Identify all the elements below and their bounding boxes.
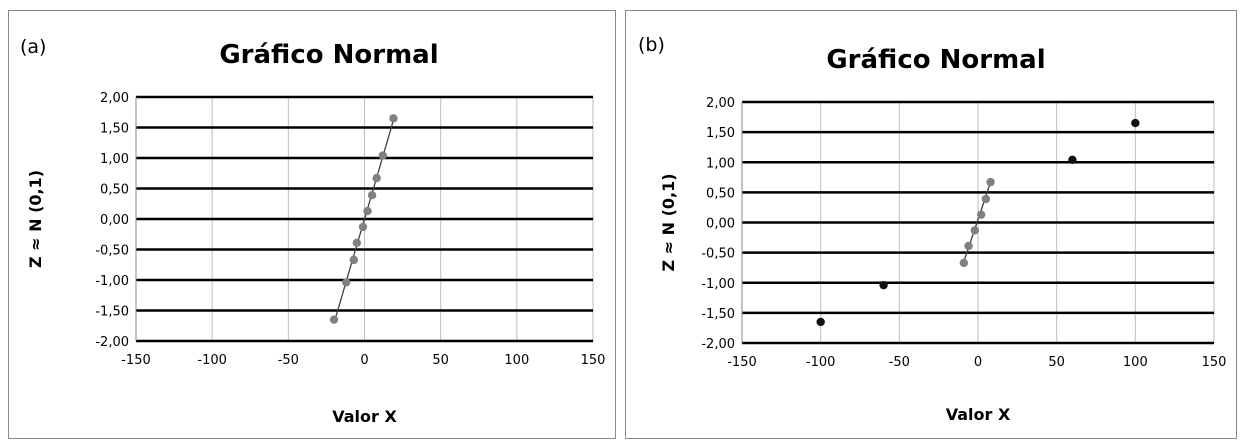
x-tick-label: -150 bbox=[121, 353, 151, 368]
x-tick-label: 100 bbox=[1123, 355, 1148, 370]
data-point bbox=[1068, 155, 1077, 165]
y-tick-label: -0,50 bbox=[95, 244, 129, 259]
x-tick-label: 0 bbox=[974, 355, 982, 370]
x-tick-label: 50 bbox=[1048, 355, 1065, 370]
y-tick-label: 0,00 bbox=[100, 213, 129, 228]
chart-panel-a: (a) Gráfico Normal 2,00 1,50 1,00 0,50 0,00 -0,… bbox=[8, 10, 616, 439]
data-point bbox=[372, 173, 381, 183]
data-point bbox=[358, 222, 368, 232]
y-tick-label: 1,00 bbox=[706, 156, 735, 171]
x-tick-label: -50 bbox=[278, 353, 299, 368]
panel-label: (a) bbox=[20, 36, 46, 58]
data-point bbox=[329, 315, 339, 324]
y-axis-title: Z ≈ N (0,1) bbox=[659, 173, 678, 271]
y-tick-label: 0,00 bbox=[706, 217, 735, 232]
x-tick-label: 150 bbox=[581, 353, 606, 368]
x-tick-label: 100 bbox=[504, 353, 529, 368]
y-tick-label: 2,00 bbox=[100, 91, 129, 106]
x-tick-label: -50 bbox=[889, 355, 910, 370]
x-tick-label: -150 bbox=[727, 355, 757, 370]
data-point bbox=[367, 191, 377, 200]
y-tick-label: -0,50 bbox=[701, 247, 735, 262]
y-tick-label: -1,50 bbox=[701, 307, 735, 322]
y-tick-label: 1,00 bbox=[100, 152, 129, 167]
data-point bbox=[986, 177, 995, 187]
chart-panel-b: (b) Gráfico Normal 2,00 1,50 1,00 0,50 0,00 -0,… bbox=[625, 10, 1237, 439]
chart-title: Gráfico Normal bbox=[826, 45, 1045, 75]
data-point bbox=[389, 114, 398, 123]
data-point bbox=[976, 210, 986, 219]
x-tick-label: -100 bbox=[197, 353, 227, 368]
x-tick-label: 0 bbox=[360, 353, 368, 368]
panel-label: (b) bbox=[638, 34, 665, 56]
chart-title: Gráfico Normal bbox=[219, 40, 438, 70]
data-point bbox=[349, 255, 359, 265]
data-point bbox=[970, 226, 980, 235]
y-axis-title: Z ≈ N (0,1) bbox=[26, 170, 45, 268]
y-tick-label: -2,00 bbox=[95, 335, 129, 350]
data-point bbox=[352, 238, 362, 247]
y-tick-label: 1,50 bbox=[706, 126, 735, 141]
y-tick-label: -1,00 bbox=[95, 274, 129, 289]
y-tick-label: 0,50 bbox=[100, 183, 129, 198]
chart-a-canvas: (a) Gráfico Normal 2,00 1,50 1,00 0,50 0,00 -0,… bbox=[20, 36, 606, 426]
data-point bbox=[1131, 118, 1140, 128]
data-point bbox=[879, 280, 888, 290]
y-tick-label: -1,00 bbox=[701, 277, 735, 292]
x-tick-label: 150 bbox=[1202, 355, 1227, 370]
y-tick-label: 0,50 bbox=[706, 186, 735, 201]
y-tick-label: 2,00 bbox=[706, 96, 735, 111]
x-tick-label: 50 bbox=[432, 353, 449, 368]
x-axis-title: Valor X bbox=[332, 407, 397, 426]
y-tick-label: -1,50 bbox=[95, 305, 129, 320]
data-point bbox=[363, 206, 372, 216]
data-point bbox=[964, 241, 973, 251]
data-point bbox=[816, 317, 825, 327]
chart-b-canvas: (b) Gráfico Normal 2,00 1,50 1,00 0,50 0,00 -0,… bbox=[638, 34, 1227, 424]
data-point bbox=[378, 151, 387, 160]
data-point bbox=[981, 194, 991, 204]
data-point bbox=[959, 258, 969, 268]
x-axis-title: Valor X bbox=[946, 405, 1011, 424]
x-tick-label: -100 bbox=[806, 355, 836, 370]
data-point bbox=[342, 278, 351, 287]
y-tick-label: 1,50 bbox=[100, 122, 129, 137]
y-tick-label: -2,00 bbox=[701, 337, 735, 352]
